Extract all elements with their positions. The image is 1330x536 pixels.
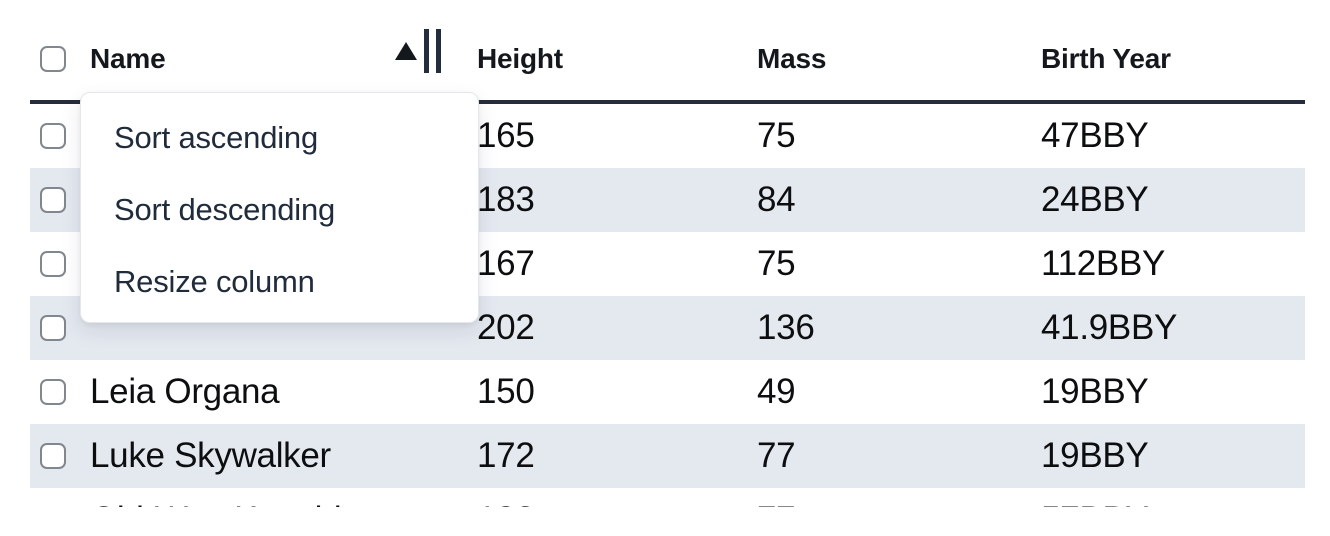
cell-height: 202: [477, 308, 535, 347]
column-resize-handle[interactable]: [424, 29, 441, 73]
cell-birth-year: 112BBY: [1041, 244, 1166, 283]
cell-birth-year: 19BBY: [1041, 372, 1149, 411]
select-all-checkbox[interactable]: [40, 46, 66, 72]
cell-height: 165: [477, 116, 535, 155]
cell-mass: 136: [757, 308, 815, 347]
row-checkbox[interactable]: [40, 187, 66, 213]
menu-item-sort-ascending[interactable]: Sort ascending: [114, 120, 318, 155]
table-header-row: Name Height Mass Birth Year: [30, 0, 1305, 104]
cell-mass: 77: [745, 488, 1029, 507]
row-checkbox[interactable]: [40, 251, 66, 277]
cell-height: 183: [477, 180, 535, 219]
cell-mass: 75: [757, 116, 796, 155]
column-header-height[interactable]: Height: [477, 43, 563, 74]
table-row: Obi-Wan Kenobi 182 77 57BBY: [30, 488, 1305, 507]
table-row: Leia Organa 150 49 19BBY: [30, 360, 1305, 424]
cell-mass: 49: [757, 372, 796, 411]
sort-ascending-icon: [395, 42, 417, 60]
cell-name: Luke Skywalker: [90, 436, 331, 475]
cell-name: Obi-Wan Kenobi: [78, 488, 465, 507]
cell-birth-year: 41.9BBY: [1041, 308, 1178, 347]
menu-item-sort-descending[interactable]: Sort descending: [114, 192, 336, 227]
column-header-birth-year[interactable]: Birth Year: [1041, 43, 1171, 74]
row-checkbox[interactable]: [40, 123, 66, 149]
cell-birth-year: 47BBY: [1041, 116, 1149, 155]
cell-height: 150: [477, 372, 535, 411]
cell-name: Leia Organa: [90, 372, 280, 411]
resize-bar-icon: [424, 29, 429, 73]
row-checkbox[interactable]: [40, 443, 66, 469]
table-row: Luke Skywalker 172 77 19BBY: [30, 424, 1305, 488]
column-header-mass[interactable]: Mass: [757, 43, 827, 74]
cell-height: 172: [477, 436, 535, 475]
cell-mass: 77: [757, 436, 796, 475]
column-context-menu: Sort ascending Sort descending Resize co…: [80, 92, 479, 323]
column-header-name-label: Name: [90, 43, 166, 74]
cell-height: 182: [465, 488, 745, 507]
cell-mass: 84: [757, 180, 796, 219]
row-checkbox[interactable]: [40, 315, 66, 341]
cell-height: 167: [477, 244, 535, 283]
header-checkbox-cell: [30, 18, 78, 100]
cell-birth-year: 57BBY: [1029, 488, 1305, 507]
cell-birth-year: 19BBY: [1041, 436, 1149, 475]
menu-item-resize-column[interactable]: Resize column: [114, 264, 315, 299]
column-header-name[interactable]: Name: [78, 18, 465, 100]
row-checkbox[interactable]: [40, 379, 66, 405]
resize-bar-icon: [436, 29, 441, 73]
cell-birth-year: 24BBY: [1041, 180, 1149, 219]
cell-mass: 75: [757, 244, 796, 283]
